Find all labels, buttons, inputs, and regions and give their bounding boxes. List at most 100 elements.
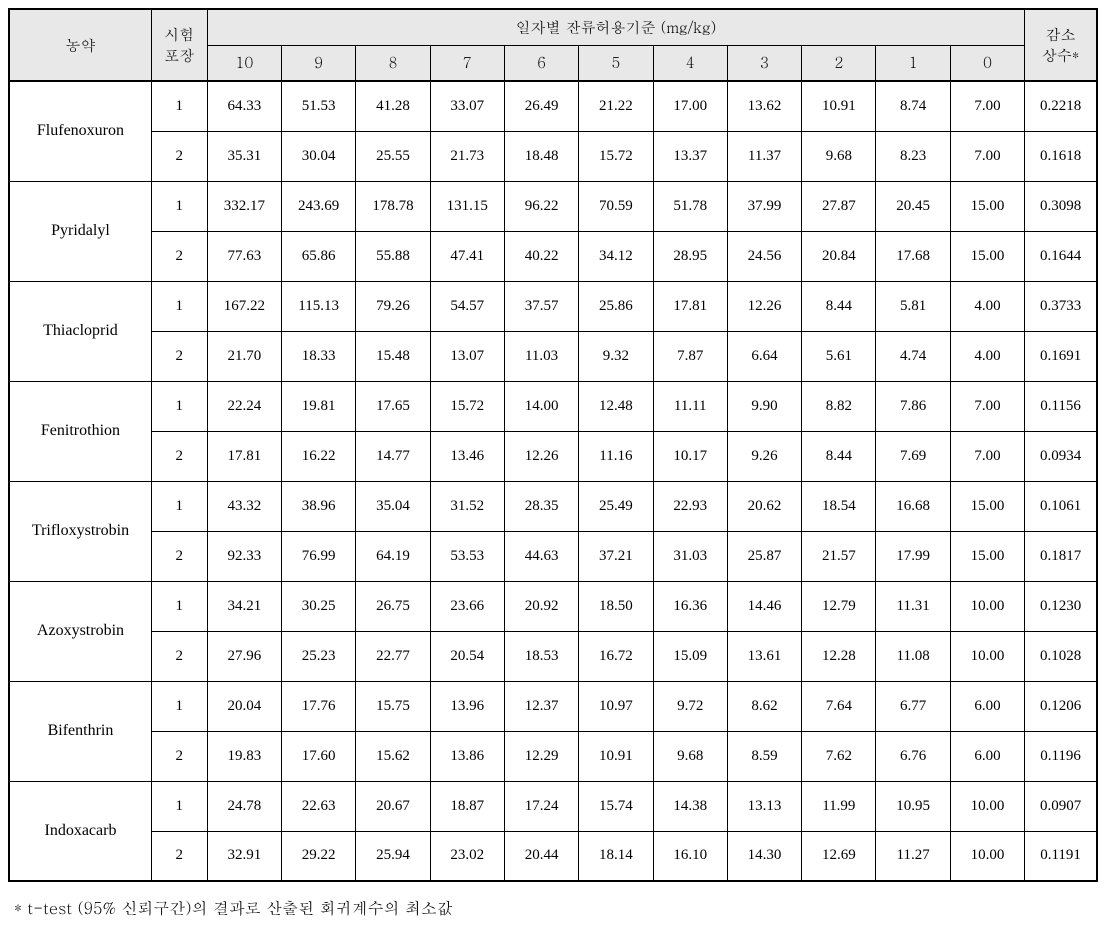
value-cell: 15.48 — [356, 331, 430, 381]
reduction-constant: 0.1618 — [1025, 131, 1097, 181]
value-cell: 8.74 — [876, 81, 950, 131]
value-cell: 25.86 — [579, 281, 653, 331]
value-cell: 11.27 — [876, 831, 950, 881]
value-cell: 37.99 — [727, 181, 801, 231]
value-cell: 14.00 — [504, 381, 578, 431]
reduction-constant: 0.3733 — [1025, 281, 1097, 331]
value-cell: 12.48 — [579, 381, 653, 431]
value-cell: 26.49 — [504, 81, 578, 131]
value-cell: 12.26 — [727, 281, 801, 331]
value-cell: 10.95 — [876, 781, 950, 831]
value-cell: 15.72 — [579, 131, 653, 181]
value-cell: 13.62 — [727, 81, 801, 131]
table-row: 292.3376.9964.1953.5344.6337.2131.0325.8… — [9, 531, 1097, 581]
col-header-day: 5 — [579, 45, 653, 81]
value-cell: 9.32 — [579, 331, 653, 381]
value-cell: 8.23 — [876, 131, 950, 181]
value-cell: 43.32 — [207, 481, 281, 531]
value-cell: 18.54 — [802, 481, 876, 531]
residue-table: 농약시험포장일자별 잔류허용기준 (mg/kg)감소상수*10987654321… — [8, 8, 1098, 882]
value-cell: 21.70 — [207, 331, 281, 381]
value-cell: 7.86 — [876, 381, 950, 431]
value-cell: 20.54 — [430, 631, 504, 681]
trial-number: 1 — [151, 781, 207, 831]
value-cell: 16.72 — [579, 631, 653, 681]
reduction-constant: 0.1191 — [1025, 831, 1097, 881]
value-cell: 16.68 — [876, 481, 950, 531]
trial-number: 1 — [151, 481, 207, 531]
trial-number: 1 — [151, 81, 207, 131]
value-cell: 14.77 — [356, 431, 430, 481]
table-row: 217.8116.2214.7713.4612.2611.1610.179.26… — [9, 431, 1097, 481]
trial-number: 2 — [151, 731, 207, 781]
value-cell: 17.81 — [653, 281, 727, 331]
value-cell: 22.24 — [207, 381, 281, 431]
value-cell: 18.53 — [504, 631, 578, 681]
table-row: Indoxacarb124.7822.6320.6718.8717.2415.7… — [9, 781, 1097, 831]
value-cell: 55.88 — [356, 231, 430, 281]
value-cell: 10.91 — [802, 81, 876, 131]
col-header-trial: 시험포장 — [151, 9, 207, 81]
reduction-constant: 0.2218 — [1025, 81, 1097, 131]
table-row: Pyridalyl1332.17243.69178.78131.1596.227… — [9, 181, 1097, 231]
value-cell: 13.86 — [430, 731, 504, 781]
trial-number: 2 — [151, 331, 207, 381]
value-cell: 37.21 — [579, 531, 653, 581]
value-cell: 20.67 — [356, 781, 430, 831]
value-cell: 15.00 — [950, 181, 1024, 231]
table-row: Flufenoxuron164.3351.5341.2833.0726.4921… — [9, 81, 1097, 131]
pesticide-name: Fenitrothion — [9, 381, 151, 481]
value-cell: 21.57 — [802, 531, 876, 581]
reduction-constant: 0.1196 — [1025, 731, 1097, 781]
col-header-day: 8 — [356, 45, 430, 81]
value-cell: 25.94 — [356, 831, 430, 881]
value-cell: 17.76 — [281, 681, 355, 731]
value-cell: 13.13 — [727, 781, 801, 831]
value-cell: 22.77 — [356, 631, 430, 681]
value-cell: 23.66 — [430, 581, 504, 631]
value-cell: 17.99 — [876, 531, 950, 581]
value-cell: 96.22 — [504, 181, 578, 231]
value-cell: 11.08 — [876, 631, 950, 681]
value-cell: 115.13 — [281, 281, 355, 331]
value-cell: 38.96 — [281, 481, 355, 531]
col-header-day: 4 — [653, 45, 727, 81]
value-cell: 17.65 — [356, 381, 430, 431]
value-cell: 9.68 — [653, 731, 727, 781]
reduction-constant: 0.1206 — [1025, 681, 1097, 731]
value-cell: 5.81 — [876, 281, 950, 331]
value-cell: 4.74 — [876, 331, 950, 381]
col-header-day: 3 — [727, 45, 801, 81]
value-cell: 28.95 — [653, 231, 727, 281]
col-header-day: 2 — [802, 45, 876, 81]
value-cell: 6.76 — [876, 731, 950, 781]
value-cell: 10.91 — [579, 731, 653, 781]
reduce-label-line1: 감소 — [1046, 24, 1076, 45]
value-cell: 7.00 — [950, 381, 1024, 431]
value-cell: 22.63 — [281, 781, 355, 831]
value-cell: 10.00 — [950, 781, 1024, 831]
value-cell: 8.82 — [802, 381, 876, 431]
value-cell: 12.69 — [802, 831, 876, 881]
value-cell: 20.04 — [207, 681, 281, 731]
table-row: 219.8317.6015.6213.8612.2910.919.688.597… — [9, 731, 1097, 781]
value-cell: 30.25 — [281, 581, 355, 631]
value-cell: 6.00 — [950, 731, 1024, 781]
value-cell: 6.64 — [727, 331, 801, 381]
value-cell: 8.44 — [802, 281, 876, 331]
value-cell: 10.00 — [950, 631, 1024, 681]
value-cell: 11.99 — [802, 781, 876, 831]
pesticide-name: Flufenoxuron — [9, 81, 151, 181]
value-cell: 25.49 — [579, 481, 653, 531]
reduction-constant: 0.0934 — [1025, 431, 1097, 481]
value-cell: 9.68 — [802, 131, 876, 181]
value-cell: 34.21 — [207, 581, 281, 631]
value-cell: 33.07 — [430, 81, 504, 131]
value-cell: 27.87 — [802, 181, 876, 231]
pesticide-name: Indoxacarb — [9, 781, 151, 881]
value-cell: 8.59 — [727, 731, 801, 781]
reduction-constant: 0.1230 — [1025, 581, 1097, 631]
trial-label-line2: 포장 — [164, 45, 194, 66]
value-cell: 77.63 — [207, 231, 281, 281]
value-cell: 20.92 — [504, 581, 578, 631]
